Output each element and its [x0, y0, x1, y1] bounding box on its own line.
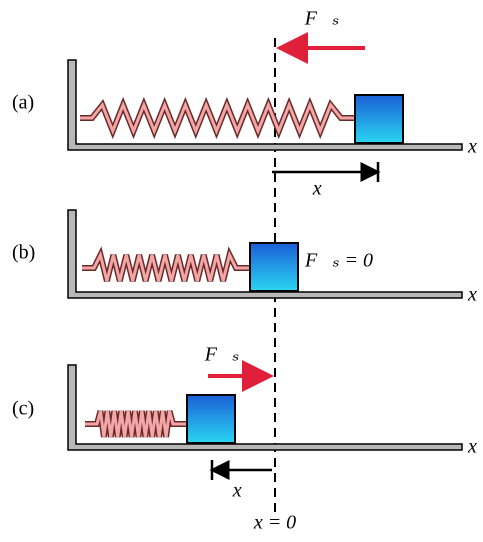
- block: [186, 394, 236, 444]
- block: [354, 94, 404, 144]
- wall-floor: [67, 209, 463, 299]
- panel-label: (b): [12, 242, 35, 264]
- panel-label: (c): [12, 398, 34, 420]
- axis-label: x: [467, 284, 477, 306]
- displacement-label: x⃗: [312, 178, 337, 200]
- spring: [80, 100, 355, 136]
- wall-floor: [67, 59, 463, 151]
- wall-floor: [67, 364, 463, 451]
- block: [249, 242, 299, 292]
- origin-label: x = 0: [253, 512, 296, 534]
- force-label: F⃗ₛ: [304, 8, 340, 30]
- force-label: F⃗ₛ: [204, 344, 240, 366]
- displacement-label: x⃗: [232, 480, 257, 502]
- axis-label: x: [467, 136, 477, 158]
- spring: [85, 410, 187, 438]
- axis-label: x: [467, 436, 477, 458]
- spring: [82, 250, 250, 282]
- force-label: F⃗ₛ = 0: [304, 250, 373, 272]
- panel-label: (a): [12, 92, 34, 114]
